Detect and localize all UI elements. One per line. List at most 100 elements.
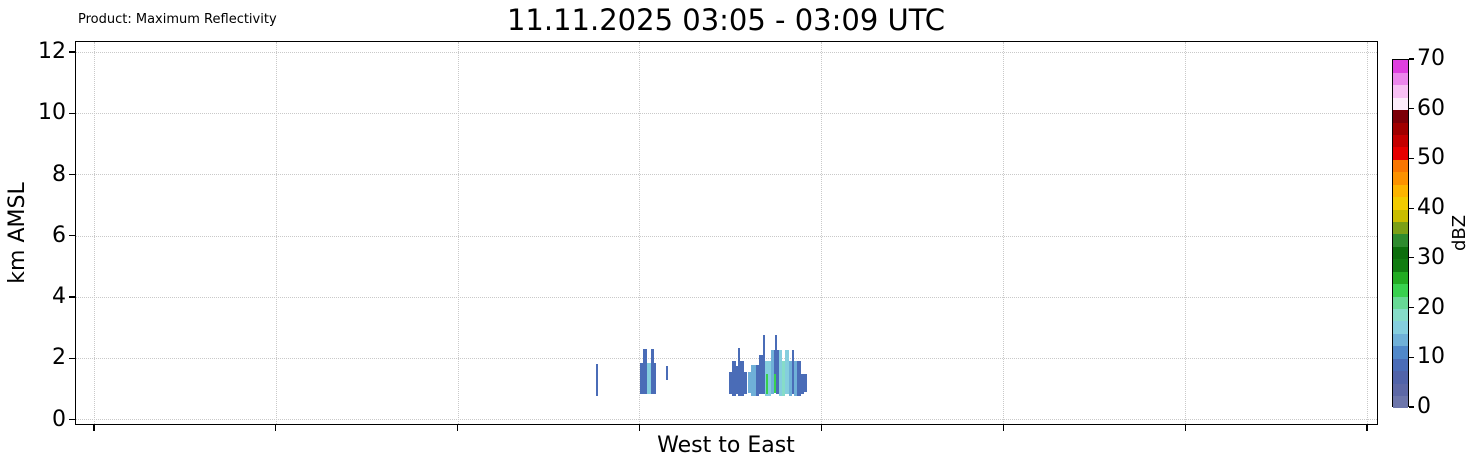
h-gridline [76,358,1377,360]
reflectivity-bar [796,361,801,397]
reflectivity-bar [782,361,785,397]
reflectivity-bar [743,372,747,394]
colorbar-band [1393,234,1408,247]
product-label: Product: Maximum Reflectivity [78,12,277,27]
colorbar-band [1393,171,1408,185]
y-tick-label: 0 [52,406,66,432]
y-tick-label: 6 [52,222,66,248]
colorbar-band [1393,345,1408,359]
reflectivity-bar [785,350,789,394]
v-gridline [275,42,277,424]
colorbar-tick [1409,157,1414,159]
h-gridline [76,113,1377,115]
reflectivity-bar [774,373,776,394]
colorbar-band [1393,122,1408,136]
reflectivity-bar [767,361,771,397]
v-gridline [639,42,641,424]
reflectivity-bar [792,350,794,394]
h-gridline [76,174,1377,176]
colorbar-tick [1409,108,1414,110]
x-tick [1366,425,1368,431]
reflectivity-bar [762,334,765,394]
x-tick [275,425,277,431]
h-gridline [76,296,1377,298]
plot-area [75,41,1378,425]
reflectivity-bar [748,371,751,393]
colorbar-band [1393,283,1408,297]
reflectivity-bar [651,349,654,394]
y-tick [69,296,75,298]
colorbar-tick-label: 30 [1417,244,1445,270]
reflectivity-bar [758,355,763,394]
colorbar-tick-label: 60 [1417,95,1445,121]
colorbar-band [1393,395,1408,409]
colorbar-band [1393,333,1408,347]
reflectivity-bar [751,365,756,397]
v-gridline [1003,42,1005,424]
colorbar-band [1393,60,1408,73]
colorbar-band [1393,134,1408,148]
y-tick-label: 10 [38,100,66,126]
h-gridline [76,51,1377,53]
colorbar-tick-label: 10 [1417,344,1445,370]
colorbar-band [1393,296,1408,310]
colorbar-tick [1409,406,1414,408]
reflectivity-bar [736,366,738,394]
y-tick-label: 12 [38,39,66,64]
x-tick [457,425,459,431]
colorbar-band [1393,383,1408,397]
colorbar-band [1393,184,1408,198]
y-tick [69,112,75,114]
y-axis-label: km AMSL [5,182,30,284]
colorbar-tick-label: 40 [1417,195,1445,221]
h-gridline [76,235,1377,237]
reflectivity-bar [779,350,782,397]
reflectivity-bar [794,361,797,397]
reflectivity-bar [755,365,759,397]
x-tick [93,425,95,431]
y-tick [69,357,75,359]
reflectivity-bar [774,350,776,374]
reflectivity-bar [740,361,744,397]
h-gridline [76,419,1377,421]
y-tick-label: 8 [52,161,66,187]
chart-title: 11.11.2025 03:05 - 03:09 UTC [506,3,946,37]
colorbar-tick-label: 0 [1417,394,1431,419]
reflectivity-bar [647,363,651,394]
x-tick [820,425,822,431]
colorbar-band [1393,370,1408,384]
y-tick [69,418,75,421]
x-tick [1184,425,1186,431]
reflectivity-bar [776,350,779,394]
v-gridline [821,42,823,424]
reflectivity-bar [789,361,792,397]
y-tick [69,235,75,237]
colorbar [1392,59,1409,409]
colorbar-band [1393,159,1408,173]
x-axis-label: West to East [657,433,795,458]
v-gridline [1366,42,1368,424]
colorbar-band [1393,321,1408,334]
colorbar-tick [1409,58,1414,60]
y-tick-label: 4 [52,284,66,309]
colorbar-band [1393,109,1408,123]
y-tick [69,51,75,53]
v-gridline [1184,42,1186,424]
x-tick [638,425,641,431]
colorbar-band [1393,196,1408,210]
colorbar-band [1393,209,1408,223]
colorbar-tick [1409,207,1414,209]
reflectivity-bar [639,363,643,394]
colorbar-band [1393,147,1408,160]
colorbar-tick-label: 50 [1417,145,1445,171]
colorbar-band [1393,246,1408,260]
reflectivity-bar [729,372,733,394]
y-tick [69,173,75,176]
colorbar-band [1393,358,1408,372]
reflectivity-bar [804,373,807,392]
v-gridline [93,42,95,424]
colorbar-band [1393,258,1408,272]
colorbar-band [1393,221,1408,235]
colorbar-tick [1409,257,1414,259]
